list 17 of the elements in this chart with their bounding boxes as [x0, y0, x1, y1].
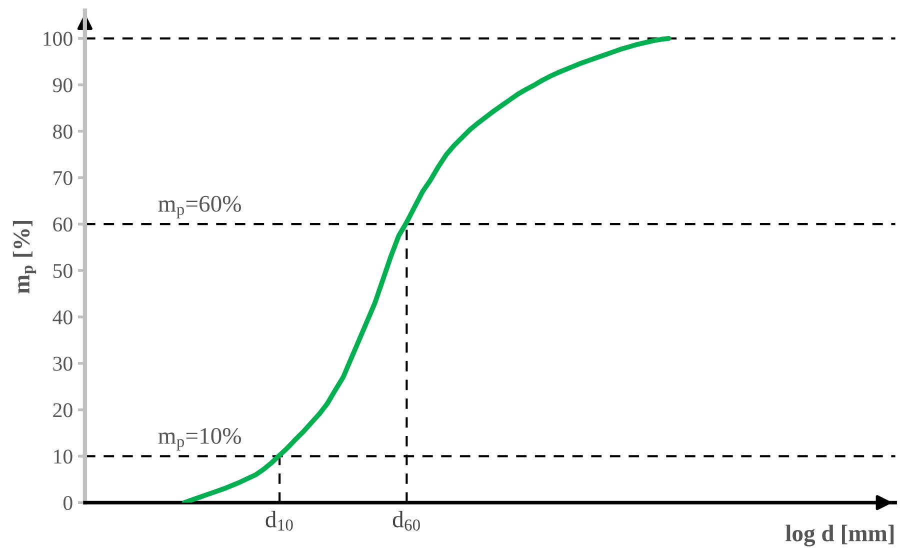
x-tick-label: d$_{10}$	[266, 510, 293, 531]
y-tick-label: 80	[53, 124, 72, 139]
ref-line-label: m$_{p}$=60%	[158, 196, 241, 218]
y-tick-label: 90	[52, 78, 72, 92]
y-tick-label: 0	[63, 496, 72, 510]
y-tick-label: 30	[53, 356, 72, 371]
x-tick-label: d$_{60}$	[392, 510, 420, 531]
y-tick-label: 10	[54, 450, 72, 464]
ref-line-label: m$_{p}$=10%	[158, 428, 241, 450]
y-tick-label: 100	[44, 32, 72, 46]
y-tick-label: 70	[54, 171, 72, 186]
y-tick-label: 20	[53, 403, 72, 418]
y-tick-label: 50	[53, 264, 72, 278]
x-axis-title: log d [mm]	[786, 524, 894, 546]
y-axis-title: m$_{p}$ [%]	[12, 220, 36, 294]
y-tick-label: 60	[53, 217, 72, 232]
y-tick-label: 40	[52, 310, 72, 324]
